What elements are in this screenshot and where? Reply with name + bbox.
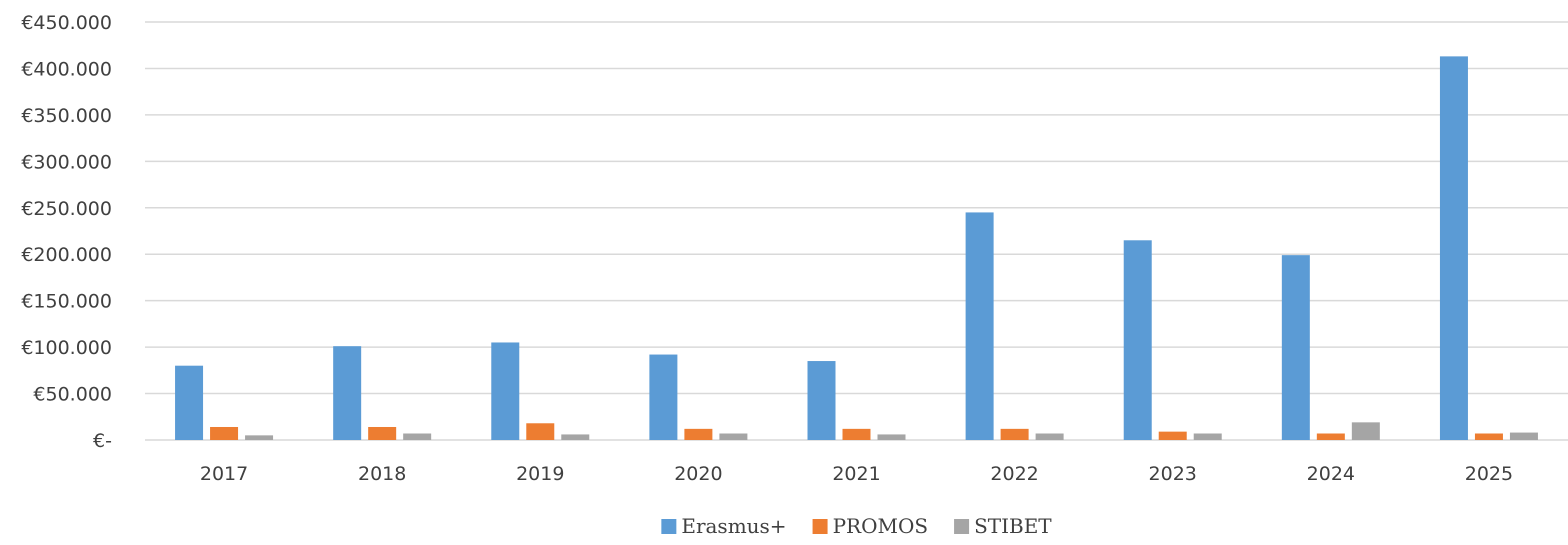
bar-stibet-2025	[1509, 432, 1538, 440]
bar-erasmus-2025	[1439, 56, 1468, 440]
x-tick-label: 2018	[358, 463, 406, 485]
bar-erasmus-2018	[333, 346, 362, 440]
legend-label: STIBET	[974, 514, 1052, 538]
y-tick-label: €350.000	[21, 105, 112, 127]
x-axis-tick-labels: 2017 2018 2019 2020 2021 2022 2023 2024 2025	[200, 463, 1513, 485]
bar-stibet-2023	[1193, 433, 1222, 440]
bar-stibet-2020	[719, 433, 748, 440]
bar-promos-2023	[1158, 431, 1187, 440]
y-tick-label: €-	[93, 430, 112, 452]
bar-stibet-2022	[1035, 433, 1064, 440]
bar-erasmus-2020	[649, 354, 678, 440]
x-tick-label: 2025	[1465, 463, 1513, 485]
y-tick-label: €400.000	[21, 58, 112, 80]
legend: Erasmus+ PROMOS STIBET	[661, 514, 1052, 538]
x-tick-label: 2017	[200, 463, 248, 485]
legend-swatch-erasmus	[661, 519, 677, 534]
bar-erasmus-2024	[1281, 255, 1310, 440]
legend-label: PROMOS	[833, 514, 929, 538]
bar-promos-2024	[1316, 433, 1345, 440]
x-tick-label: 2019	[516, 463, 564, 485]
y-tick-label: €150.000	[21, 291, 112, 313]
legend-swatch-promos	[812, 519, 828, 534]
bar-stibet-2021	[877, 434, 906, 440]
x-tick-label: 2022	[990, 463, 1038, 485]
y-tick-label: €200.000	[21, 244, 112, 266]
bar-stibet-2018	[403, 433, 432, 440]
bar-stibet-2019	[561, 434, 590, 440]
bar-erasmus-2023	[1123, 240, 1152, 440]
y-tick-label: €100.000	[21, 337, 112, 359]
bar-promos-2018	[368, 426, 397, 440]
bar-promos-2025	[1474, 433, 1503, 440]
bar-promos-2022	[1000, 428, 1029, 440]
y-tick-label: €50.000	[33, 384, 112, 406]
bar-promos-2020	[684, 428, 713, 440]
legend-swatch-stibet	[954, 519, 970, 534]
bar-erasmus-2019	[491, 342, 520, 440]
bar-promos-2021	[842, 428, 871, 440]
y-tick-label: €250.000	[21, 198, 112, 220]
y-tick-label: €450.000	[21, 12, 112, 34]
x-tick-label: 2024	[1307, 463, 1355, 485]
legend-label: Erasmus+	[681, 514, 786, 538]
gridlines	[145, 21, 1568, 441]
bar-stibet-2024	[1351, 422, 1380, 440]
x-tick-label: 2023	[1149, 463, 1197, 485]
bar-erasmus-2017	[175, 365, 204, 440]
x-tick-label: 2020	[674, 463, 722, 485]
bar-erasmus-2022	[965, 212, 994, 440]
bars	[175, 56, 1538, 440]
y-tick-label: €300.000	[21, 151, 112, 173]
bar-erasmus-2021	[807, 361, 836, 440]
y-axis-tick-labels: €- €50.000 €100.000 €150.000 €200.000 €250.00…	[21, 12, 112, 452]
bar-stibet-2017	[245, 435, 274, 440]
bar-promos-2019	[526, 423, 555, 440]
bar-promos-2017	[210, 426, 239, 440]
x-tick-label: 2021	[832, 463, 880, 485]
